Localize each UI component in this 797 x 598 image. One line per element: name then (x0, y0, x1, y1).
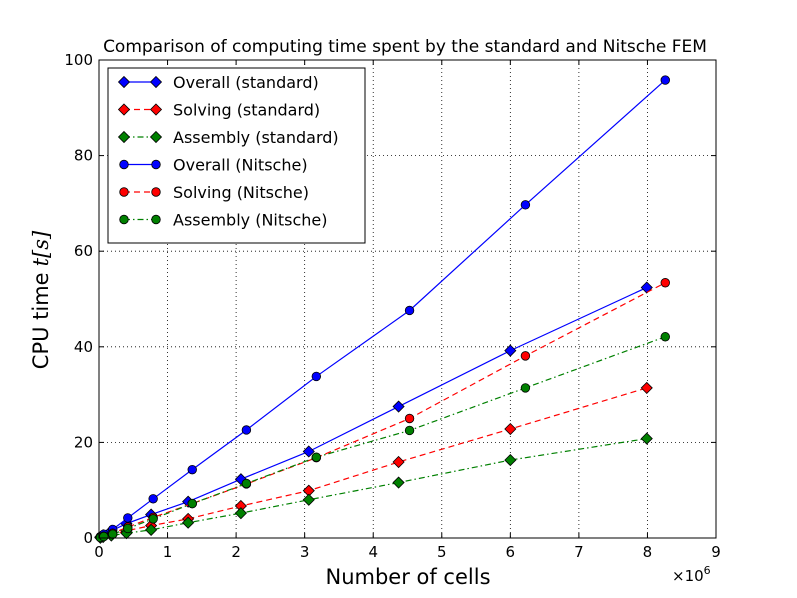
x-tick-label: 6 (506, 543, 516, 561)
y-tick-label: 100 (64, 51, 93, 69)
x-multiplier-label: ×106 (672, 564, 711, 585)
y-tick-label: 0 (83, 529, 93, 547)
data-point (660, 278, 670, 288)
legend-marker (149, 75, 163, 89)
x-tick-label: 5 (437, 543, 447, 561)
chart-title: Comparison of computing time spent by th… (103, 37, 707, 57)
legend-marker (119, 187, 129, 197)
y-tick-label: 40 (74, 338, 93, 356)
data-point (182, 516, 195, 529)
y-tick-label: 60 (74, 242, 93, 260)
legend-entry: Overall (standard) (117, 73, 319, 92)
y-axis-label: CPU time t[s] (29, 230, 53, 369)
data-point (404, 413, 415, 424)
legend-entry: Assembly (standard) (117, 128, 339, 147)
legend-label: Solving (Nitsche) (173, 183, 309, 202)
data-point (640, 432, 653, 445)
x-tick-label: 0 (94, 543, 104, 561)
data-point (234, 507, 247, 520)
x-tick-label: 2 (231, 543, 241, 561)
legend-marker (117, 75, 131, 89)
legend-label: Assembly (Nitsche) (173, 211, 328, 230)
x-multiplier-base: ×10 (672, 567, 704, 585)
data-point (392, 476, 405, 489)
data-point (311, 452, 322, 462)
x-tick-label: 1 (163, 543, 173, 561)
legend-entry: Solving (Nitsche) (119, 183, 309, 202)
grid (99, 60, 716, 538)
data-point (145, 523, 158, 536)
data-point (123, 523, 133, 534)
x-multiplier-exponent: 6 (704, 564, 711, 577)
data-point (504, 422, 517, 436)
legend-box (107, 67, 366, 244)
data-point (660, 75, 670, 85)
y-axis-label-math: t[s] (29, 230, 53, 266)
legend-marker (151, 214, 161, 225)
legend-marker (119, 159, 129, 170)
data-point (148, 494, 158, 504)
series-line (100, 387, 647, 539)
legend: Overall (standard) Solving (standard) Asse… (107, 67, 366, 244)
x-tick-label: 3 (300, 543, 310, 561)
legend-label: Overall (standard) (173, 73, 319, 92)
y-tick-label: 80 (74, 147, 93, 165)
data-point (520, 351, 531, 361)
data-point (241, 425, 252, 435)
series-line (100, 282, 666, 538)
data-point (404, 425, 415, 436)
legend-entry: Overall (Nitsche) (119, 156, 308, 175)
legend-label: Assembly (standard) (173, 128, 339, 147)
series-5 (95, 332, 670, 543)
legend-marker (149, 103, 163, 116)
data-point (123, 513, 133, 523)
series-1 (94, 381, 653, 544)
legend-label: Overall (Nitsche) (173, 156, 308, 175)
x-tick-label: 4 (368, 543, 378, 561)
data-point (404, 305, 415, 316)
x-tick-label: 8 (643, 543, 653, 561)
data-point (640, 281, 653, 294)
series-line (100, 336, 666, 539)
y-tick-label: 20 (74, 433, 93, 451)
x-axis-label: Number of cells (325, 565, 490, 589)
data-point (187, 498, 197, 509)
data-point (392, 400, 405, 413)
legend-entry: Assembly (Nitsche) (119, 211, 328, 230)
data-point (392, 455, 405, 469)
data-point (302, 493, 315, 506)
plot-frame (98, 59, 717, 539)
legend-label: Solving (standard) (173, 101, 320, 120)
legend-marker (119, 214, 129, 225)
x-tick-label: 7 (574, 543, 584, 561)
x-tick-label: 9 (711, 543, 721, 561)
data-point (187, 464, 197, 475)
series-line (100, 437, 647, 539)
data-point (504, 454, 517, 467)
data-point (99, 531, 109, 542)
ticks: 0 1 2 3 4 5 6 7 8 9 0 20 40 60 80 100 (64, 51, 720, 561)
legend-entry: Solving (standard) (117, 101, 320, 120)
data-point (520, 383, 531, 393)
data-point (311, 371, 322, 382)
data-point (241, 478, 252, 489)
data-point (520, 200, 531, 210)
legend-marker (117, 130, 131, 144)
legend-marker (149, 130, 163, 144)
legend-marker (151, 187, 161, 197)
data-point (302, 445, 315, 458)
series-4 (95, 278, 670, 542)
data-point (660, 332, 670, 342)
data-point (504, 344, 517, 357)
y-axis-label-text: CPU time (29, 272, 53, 369)
legend-marker (151, 159, 161, 170)
data-point (148, 514, 158, 524)
data-point (640, 381, 653, 394)
data-point (108, 529, 118, 539)
series-layer (94, 75, 670, 544)
legend-marker (117, 103, 131, 116)
